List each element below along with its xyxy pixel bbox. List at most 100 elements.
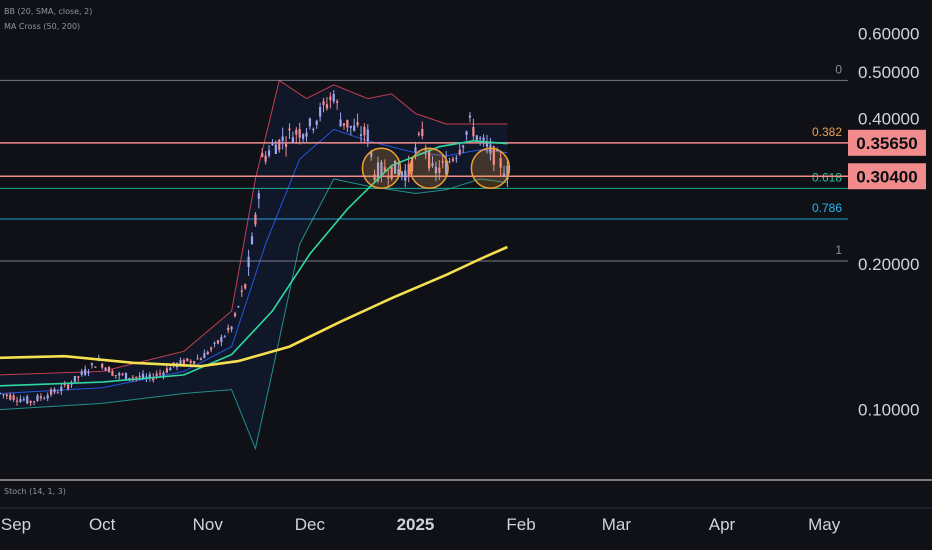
candle-body <box>267 150 271 156</box>
candle-body <box>29 400 32 403</box>
candle-body <box>114 375 117 377</box>
candle-body <box>39 396 42 399</box>
candle-body <box>73 375 77 382</box>
time-tick-label[interactable]: Apr <box>709 515 736 534</box>
candle-body <box>506 165 509 180</box>
time-tick-label[interactable]: 2025 <box>397 515 435 534</box>
price-tick-label[interactable]: 0.50000 <box>858 63 919 82</box>
candle-body <box>90 363 94 366</box>
highlight-circles[interactable] <box>361 147 511 190</box>
candle-body <box>227 327 230 331</box>
time-tick-label[interactable]: Feb <box>506 515 535 534</box>
candle-body <box>107 366 111 373</box>
candle-body <box>438 167 441 173</box>
price-box-label: 0.30400 <box>856 167 917 186</box>
candle-body <box>165 368 168 373</box>
candle-body <box>210 347 213 350</box>
bb-indicator-label[interactable]: BB (20, SMA, close, 2) <box>4 7 92 16</box>
candle-body <box>468 115 472 118</box>
ma-cross-indicator-label[interactable]: MA Cross (50, 200) <box>4 22 80 31</box>
candle-body <box>458 149 461 155</box>
candle-body <box>155 373 158 376</box>
candle-body <box>179 360 182 366</box>
candle-body <box>462 145 465 148</box>
candle-body <box>479 137 482 139</box>
time-tick-label[interactable]: Sep <box>1 515 31 534</box>
fib-label-1[interactable]: 1 <box>835 243 842 257</box>
candle-body <box>237 306 240 308</box>
time-tick-label[interactable]: Dec <box>295 515 326 534</box>
price-box-1 <box>848 163 926 190</box>
candle-body <box>67 384 70 390</box>
fibonacci-retracement[interactable]: 0 0.382 0.618 0.786 1 <box>0 62 848 262</box>
candle-body <box>169 367 172 371</box>
bb-upper-line <box>0 79 508 376</box>
candle-body <box>0 392 2 394</box>
highlight-circle-2[interactable] <box>409 147 449 190</box>
candle-body <box>349 125 352 128</box>
price-label-boxes: 0.35650 0.30400 <box>848 129 926 190</box>
candle-body <box>441 160 444 163</box>
highlight-circle-1[interactable] <box>361 147 402 190</box>
candle-body <box>455 157 458 159</box>
candle-body <box>49 389 53 395</box>
candle-body <box>145 376 148 379</box>
candle-body <box>342 123 346 126</box>
candle-body <box>410 158 414 172</box>
price-tick-label[interactable]: 0.10000 <box>858 401 919 420</box>
candle-body <box>363 126 366 136</box>
stoch-indicator-label[interactable]: Stoch (14, 1, 3) <box>4 487 66 496</box>
candle-body <box>489 144 492 154</box>
candle-body <box>233 313 237 317</box>
time-tick-label[interactable]: Nov <box>193 515 224 534</box>
highlight-circle-3[interactable] <box>470 147 511 190</box>
candle-body <box>356 122 359 126</box>
candle-body <box>36 395 39 401</box>
price-tick-label[interactable]: 0.40000 <box>858 110 919 129</box>
candle-body <box>121 373 124 375</box>
time-tick-label[interactable]: Oct <box>89 515 116 534</box>
candle-body <box>298 129 301 138</box>
candle-body <box>376 162 380 181</box>
candle-body <box>400 171 403 176</box>
candle-body <box>278 139 281 150</box>
candle-body <box>346 119 349 128</box>
time-axis[interactable]: Sep Oct Nov Dec 2025 Feb Mar Apr May <box>1 515 841 534</box>
candle-body <box>254 214 257 225</box>
time-tick-label[interactable]: May <box>808 515 841 534</box>
candle-body <box>128 377 131 379</box>
candle-body <box>281 136 284 141</box>
candle-body <box>434 166 438 174</box>
candle-body <box>19 399 22 402</box>
price-axis[interactable]: 0.60000 0.50000 0.40000 0.20000 0.10000 <box>858 25 919 420</box>
fib-label-0-618[interactable]: 0.618 <box>812 170 842 184</box>
candle-body <box>295 129 298 135</box>
candle-body <box>370 151 373 157</box>
candle-body <box>223 336 226 338</box>
candle-body <box>465 131 468 135</box>
candle-body <box>373 174 376 181</box>
candle-body <box>359 134 363 136</box>
price-tick-label[interactable]: 0.60000 <box>858 25 919 44</box>
candle-body <box>63 384 66 386</box>
candle-body <box>482 137 485 141</box>
moving-averages <box>0 139 508 387</box>
price-tick-label[interactable]: 0.20000 <box>858 255 919 274</box>
candle-body <box>32 401 36 403</box>
candle-body <box>186 358 189 362</box>
candle-body <box>305 132 308 137</box>
fib-label-0-382[interactable]: 0.382 <box>812 125 842 139</box>
candle-body <box>393 160 397 174</box>
time-tick-label[interactable]: Mar <box>602 515 632 534</box>
candle-body <box>124 372 128 380</box>
candle-body <box>56 392 59 394</box>
candle-body <box>271 143 274 146</box>
candle-body <box>162 372 165 376</box>
candle-body <box>182 359 186 366</box>
fib-label-0[interactable]: 0 <box>835 62 842 76</box>
candle-body <box>336 101 339 103</box>
fib-label-0-786[interactable]: 0.786 <box>812 201 842 215</box>
candle-body <box>499 158 502 168</box>
candle-body <box>2 394 5 396</box>
